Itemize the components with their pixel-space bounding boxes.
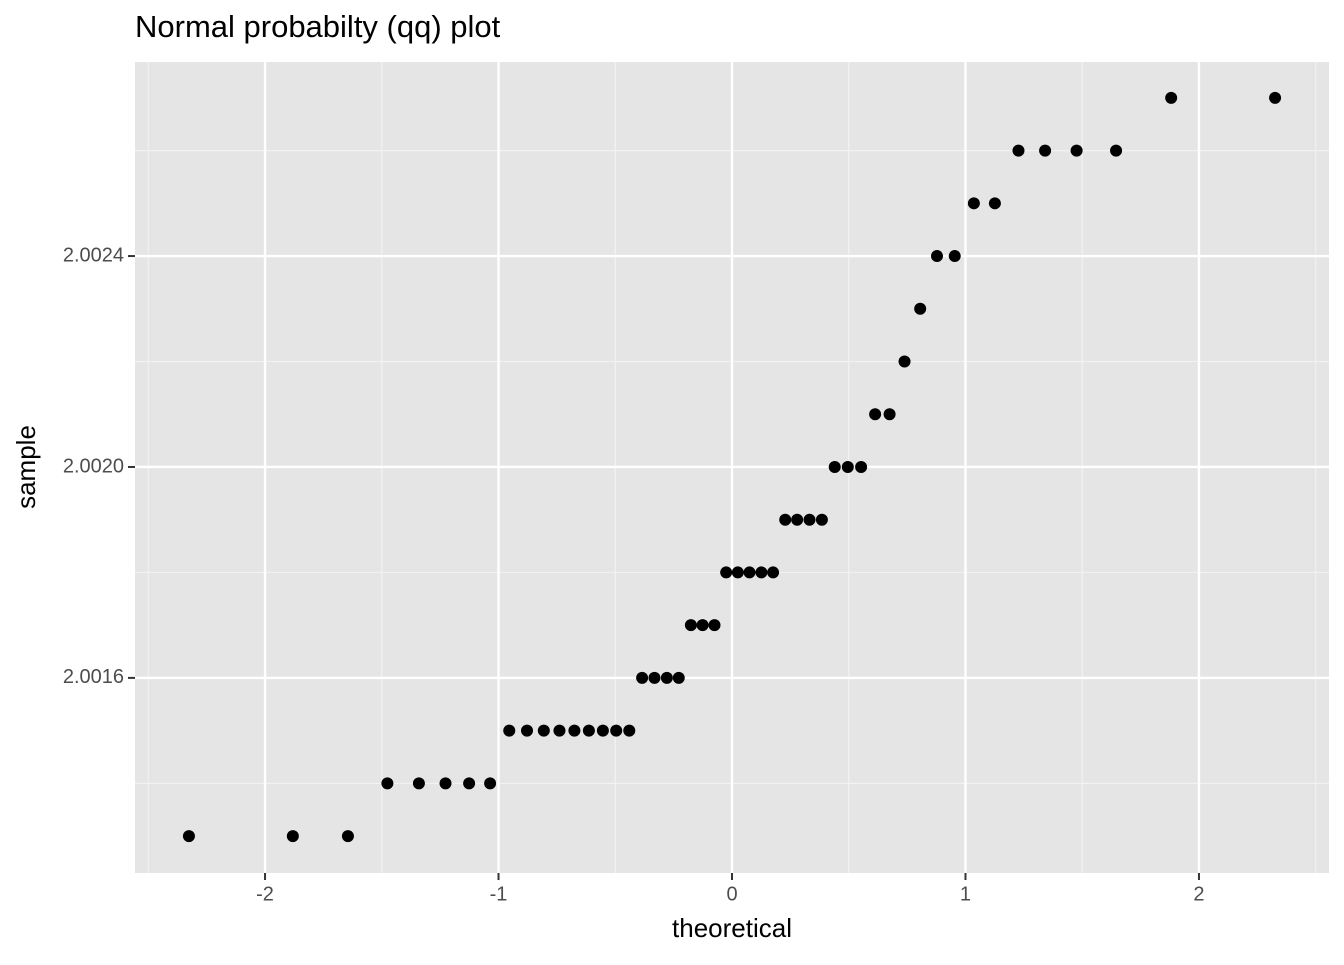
point — [521, 724, 534, 737]
point — [803, 513, 816, 526]
point — [672, 671, 685, 684]
point — [582, 724, 595, 737]
point — [182, 830, 195, 843]
x-tick-label: 0 — [726, 883, 737, 905]
x-tick-label: 1 — [960, 883, 971, 905]
point — [720, 566, 733, 579]
y-tick-label: 2.0016 — [63, 666, 124, 688]
point — [503, 724, 516, 737]
point — [553, 724, 566, 737]
point — [855, 460, 868, 473]
point — [869, 408, 882, 421]
point — [381, 777, 394, 790]
point — [648, 671, 661, 684]
point — [828, 460, 841, 473]
y-tick-label: 2.0024 — [63, 244, 124, 266]
point — [286, 830, 299, 843]
point — [484, 777, 497, 790]
point — [610, 724, 623, 737]
x-axis-title: theoretical — [672, 913, 792, 943]
x-tick-label: 2 — [1193, 883, 1204, 905]
point — [1110, 144, 1123, 157]
point — [708, 619, 721, 632]
point — [684, 619, 697, 632]
point — [636, 671, 649, 684]
point — [463, 777, 476, 790]
point — [1165, 91, 1178, 104]
y-tick-label: 2.0020 — [63, 455, 124, 477]
point — [623, 724, 636, 737]
point — [660, 671, 673, 684]
point — [967, 197, 980, 210]
point — [930, 250, 943, 263]
point — [1070, 144, 1083, 157]
point — [696, 619, 709, 632]
point — [596, 724, 609, 737]
point — [815, 513, 828, 526]
chart-title: Normal probabilty (qq) plot — [135, 9, 501, 44]
point — [988, 197, 1001, 210]
point — [767, 566, 780, 579]
point — [898, 355, 911, 368]
y-axis-title: sample — [11, 425, 41, 509]
point — [1269, 91, 1282, 104]
point — [779, 513, 792, 526]
point — [841, 460, 854, 473]
point — [568, 724, 581, 737]
point — [755, 566, 768, 579]
point — [914, 302, 927, 315]
x-tick-label: -2 — [256, 883, 274, 905]
point — [1039, 144, 1052, 157]
point — [537, 724, 550, 737]
point — [341, 830, 354, 843]
point — [743, 566, 756, 579]
point — [791, 513, 804, 526]
x-tick-label: -1 — [490, 883, 508, 905]
point — [439, 777, 452, 790]
point — [731, 566, 744, 579]
point — [412, 777, 425, 790]
point — [948, 250, 961, 263]
point — [1012, 144, 1025, 157]
point — [883, 408, 896, 421]
